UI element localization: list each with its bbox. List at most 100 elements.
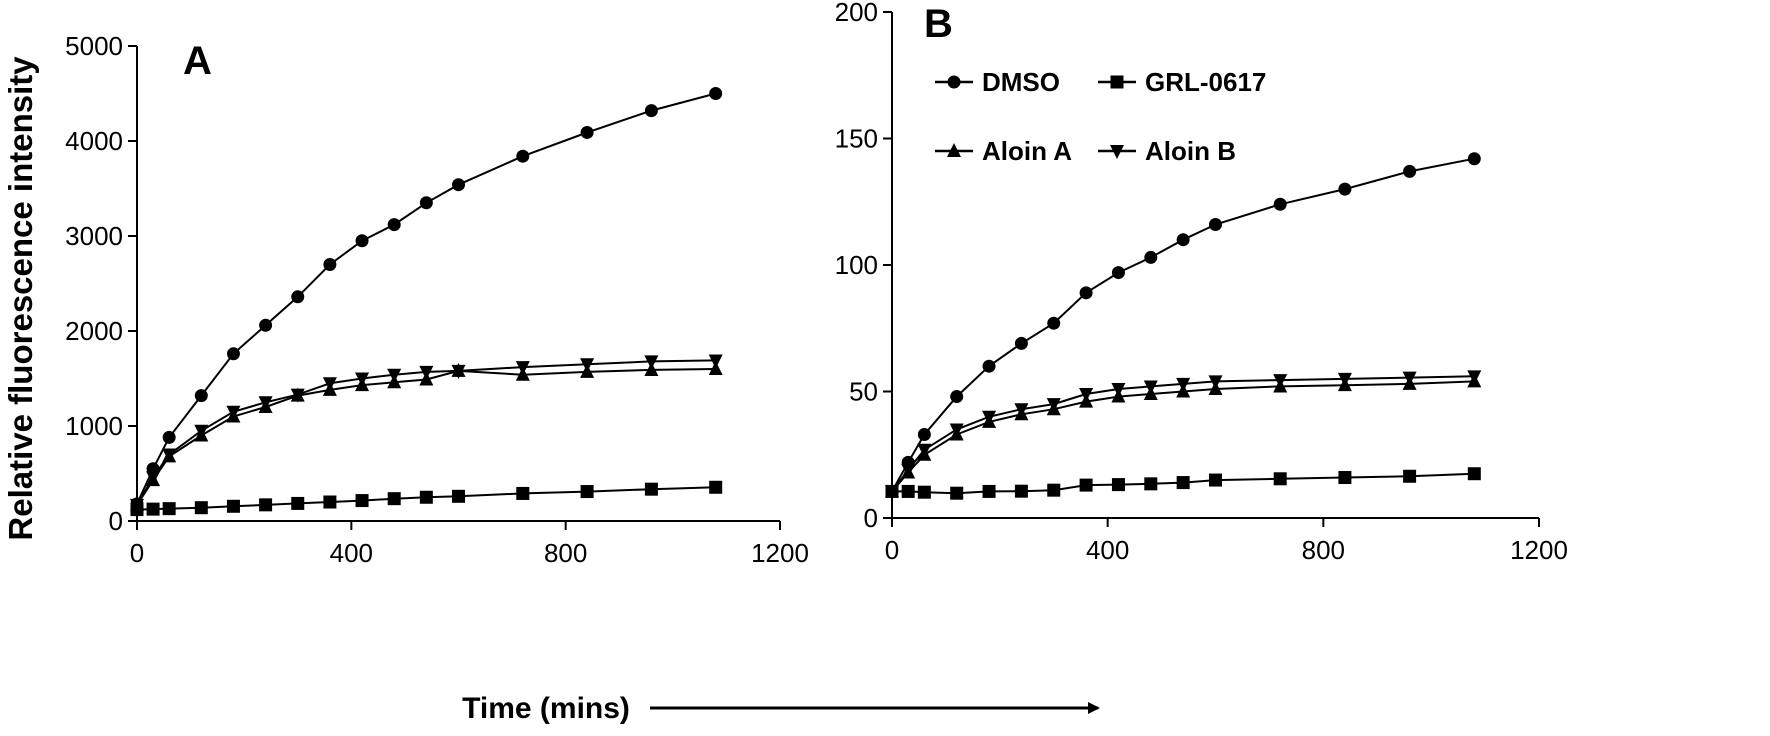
- data-point: [1273, 197, 1287, 211]
- data-point: [982, 359, 996, 373]
- data-point: [1273, 472, 1287, 486]
- data-point: [387, 368, 402, 383]
- data-point: [130, 498, 144, 513]
- data-point: [1046, 398, 1061, 413]
- data-point: [885, 485, 899, 500]
- data-point: [901, 484, 915, 498]
- data-point: [162, 448, 177, 463]
- legend-label: Aloin B: [1145, 136, 1236, 166]
- series-aloin-b: [885, 370, 1482, 500]
- series-line: [136, 359, 716, 506]
- data-point: [1403, 164, 1417, 178]
- legend-marker: [947, 75, 961, 89]
- panel-b: 0 50 100 150 200 0 400 800 1200 B: [835, 0, 1568, 565]
- legend-marker: [1110, 145, 1124, 159]
- panel-a: 0 1000 2000 3000 4000 5000 0 400 800 1200 A Relativ…: [2, 31, 809, 568]
- data-point: [982, 410, 997, 425]
- series-line: [136, 368, 716, 506]
- data-point: [259, 318, 273, 332]
- x-tick-label: 800: [1302, 535, 1345, 565]
- data-point: [949, 423, 964, 438]
- data-point: [323, 495, 337, 509]
- x-axis-shared-label: Time (mins): [462, 692, 630, 725]
- data-point: [1273, 374, 1288, 389]
- data-point: [709, 480, 723, 494]
- data-point: [387, 492, 401, 506]
- legend-marker: [1110, 75, 1124, 89]
- y-axis-label: Relative fluorescence intensity: [2, 56, 39, 541]
- series-line: [136, 486, 716, 511]
- data-point: [194, 389, 208, 403]
- data-point: [1111, 478, 1125, 492]
- x-tick-label: 0: [885, 535, 899, 565]
- series-line: [136, 92, 716, 505]
- data-point: [226, 405, 241, 420]
- data-point: [355, 494, 369, 508]
- x-tick-label: 400: [330, 538, 373, 568]
- data-point: [1111, 382, 1126, 397]
- data-point: [1047, 316, 1061, 330]
- data-point: [1143, 380, 1158, 395]
- data-point: [1047, 483, 1061, 497]
- legend-item-aloin-a: Aloin A: [935, 136, 1072, 166]
- data-point: [452, 178, 465, 192]
- series-line: [891, 380, 1475, 493]
- data-point: [1209, 473, 1222, 487]
- data-point: [419, 196, 433, 210]
- y-tick-label: 200: [835, 0, 878, 27]
- x-tick-label: 800: [544, 538, 587, 568]
- data-point: [516, 486, 530, 500]
- data-point: [291, 290, 305, 304]
- data-point: [982, 484, 996, 498]
- data-point: [146, 471, 161, 486]
- data-point: [1014, 336, 1028, 350]
- data-point: [709, 87, 723, 100]
- legend-item-aloin-b: Aloin B: [1098, 136, 1236, 166]
- legend-label: DMSO: [982, 67, 1060, 97]
- data-point: [917, 485, 931, 499]
- y-tick-label: 0: [109, 506, 123, 536]
- legend-marker: [947, 143, 961, 157]
- data-point: [290, 388, 305, 403]
- data-point: [1144, 477, 1158, 491]
- data-point: [322, 377, 337, 392]
- legend-item-dmso: DMSO: [935, 67, 1060, 97]
- data-point: [355, 372, 370, 387]
- data-point: [1337, 372, 1352, 387]
- data-point: [291, 496, 305, 510]
- panel-label: A: [183, 39, 212, 83]
- data-point: [580, 485, 594, 499]
- data-point: [1111, 266, 1125, 280]
- data-point: [226, 499, 240, 513]
- data-point: [1467, 152, 1481, 166]
- data-point: [1467, 370, 1482, 385]
- data-point: [194, 424, 209, 439]
- data-point: [146, 502, 160, 516]
- data-point: [901, 463, 916, 478]
- data-point: [917, 428, 931, 442]
- x-tick-label: 1200: [1510, 535, 1568, 565]
- x-tick-label: 1200: [751, 538, 809, 568]
- data-point: [226, 347, 240, 361]
- legend-label: Aloin A: [982, 136, 1072, 166]
- series-grl-0617: [885, 467, 1481, 500]
- legend: DMSO GRL-0617 Aloin A Aloin B: [935, 67, 1266, 166]
- data-point: [451, 364, 466, 379]
- data-point: [644, 482, 658, 496]
- panel-label: B: [924, 2, 953, 46]
- data-point: [387, 218, 401, 232]
- data-point: [1176, 377, 1191, 392]
- series-grl-0617: [130, 480, 723, 517]
- data-point: [419, 490, 433, 504]
- data-point: [515, 361, 530, 376]
- data-point: [644, 355, 659, 370]
- y-tick-label: 50: [849, 377, 878, 407]
- data-point: [1176, 476, 1190, 490]
- legend-label: GRL-0617: [1145, 67, 1266, 97]
- data-point: [516, 149, 530, 163]
- data-point: [259, 498, 273, 512]
- legend-item-grl-0617: GRL-0617: [1098, 67, 1266, 97]
- data-point: [1176, 233, 1190, 247]
- series-dmso: [130, 87, 723, 511]
